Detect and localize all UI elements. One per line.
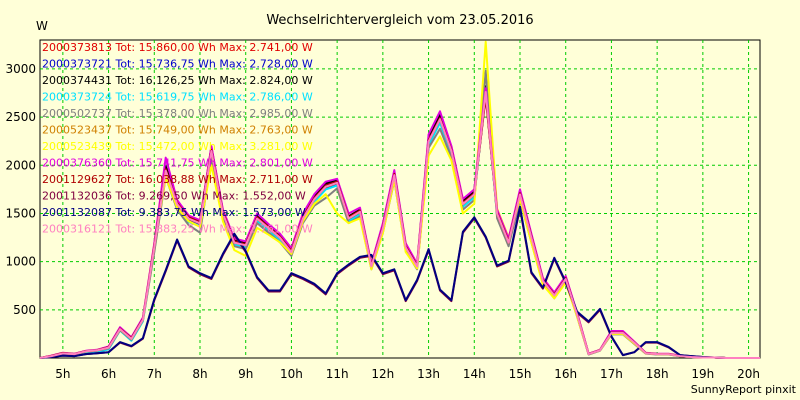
x-tick-label: 12h [371,367,394,381]
x-tick-label: 19h [691,367,714,381]
grid-lines [40,40,760,358]
chart-title: Wechselrichtervergleich vom 23.05.2016 [266,13,533,28]
legend-entry-1: 2000373721 Tot: 15.736,75 Wh Max: 2.728,… [42,58,313,71]
y-tick-label: 500 [13,303,36,317]
y-tick-label: 1500 [5,206,36,220]
legend-entry-0: 2000373813 Tot: 15.860,00 Wh Max: 2.741,… [42,41,313,54]
x-tick-label: 6h [101,367,116,381]
legend-entry-8: 2001129627 Tot: 16.038,88 Wh Max: 2.711,… [42,173,313,186]
x-tick-label: 10h [280,367,303,381]
x-tick-label: 16h [554,367,577,381]
y-tick-label: 1000 [5,255,36,269]
x-tick-label: 20h [737,367,760,381]
x-tick-label: 5h [55,367,70,381]
series-lines [39,40,760,359]
legend-entry-3: 2000373724 Tot: 15.619,75 Wh Max: 2.786,… [42,91,313,104]
axis-ticks: 5h 6h 7h 8h 9h 10h 11h 12h 13h 14h 15h 16h 17h 18h 19h… [5,62,760,381]
x-tick-label: 8h [192,367,207,381]
x-tick-label: 11h [326,367,349,381]
x-tick-label: 7h [147,367,162,381]
x-tick-label: 13h [417,367,440,381]
legend-entry-4: 2000502737 Tot: 15.378,00 Wh Max: 2.985,… [42,107,313,120]
legend-entry-6: 2000523439 Tot: 15.472,00 Wh Max: 3.281,… [42,140,313,153]
x-tick-label: 15h [509,367,532,381]
legend-entry-10: 2001132087 Tot: 9.383,75 Wh Max: 1.573,0… [42,206,306,219]
legend: 2000373813 Tot: 15.860,00 Wh Max: 2.741,… [42,41,313,236]
legend-entry-7: 2000376360 Tot: 15.741,75 Wh Max: 2.801,… [42,157,313,170]
y-tick-label: 2500 [5,110,36,124]
legend-entry-5: 2000523437 Tot: 15.749,00 Wh Max: 2.763,… [42,124,313,137]
footer-credit: SunnyReport pinxit [691,383,797,396]
legend-entry-9: 2001132036 Tot: 9.269,50 Wh Max: 1.552,0… [42,190,306,203]
x-tick-label: 18h [646,367,669,381]
y-tick-label: 2000 [5,158,36,172]
legend-entry-11: 2000316121 Tot: 15.883,25 Wh Max: 2.761,… [42,223,313,236]
y-axis-label: W [36,19,48,33]
x-tick-label: 9h [238,367,253,381]
x-tick-label: 17h [600,367,623,381]
y-tick-label: 3000 [5,62,36,76]
legend-entry-2: 2000374431 Tot: 16.126,25 Wh Max: 2.824,… [42,74,313,87]
series-line-11 [39,91,760,359]
x-tick-label: 14h [463,367,486,381]
